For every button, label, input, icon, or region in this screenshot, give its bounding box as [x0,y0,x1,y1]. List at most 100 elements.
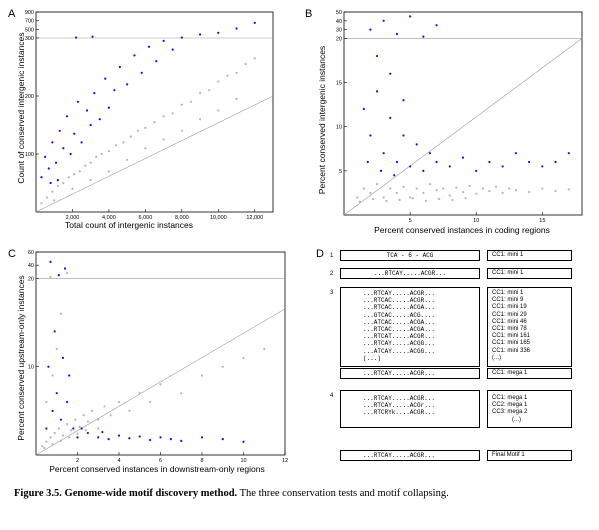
conserved-point-a [75,36,78,39]
y-tick-label-a: 300 [25,36,34,42]
conserved-point-b [435,160,438,164]
figure-caption-text: The three conservation tests and motif c… [237,488,449,499]
diagonal-line-a [35,95,274,213]
background-point-c [200,374,204,377]
background-point-a [217,80,220,83]
conserved-point-c [51,409,54,412]
group-number: 2 [330,271,334,277]
background-point-c [57,427,60,430]
conserved-point-a [51,141,54,144]
x-axis-label-c: Percent conserved instances in downstrea… [49,464,264,474]
background-point-c [61,434,65,437]
panel-letter-c: C [8,248,16,260]
background-point-c [49,275,52,279]
conserved-point-b [554,160,557,164]
background-point-a [84,164,87,167]
background-point-c [82,414,85,417]
background-point-b [382,196,385,199]
background-point-a [180,129,183,132]
motif-row: ...RTCAY.....ACGR... [363,290,436,297]
background-point-c [242,356,245,359]
background-point-b [415,187,418,190]
background-point-b [371,198,375,201]
conserved-point-a [58,129,61,132]
conserved-point-b [395,160,398,164]
conserved-point-b [366,160,369,164]
cluster-label-box: CC1: mini 1 [487,268,572,279]
background-point-a [115,144,118,147]
group-number: 3 [330,290,334,296]
conserved-point-a [107,106,111,109]
conserved-point-a [162,39,165,43]
background-point-b [455,186,458,189]
cluster-label-row: CC1: mini 29 [492,311,527,318]
conserved-point-c [149,438,152,442]
conserved-point-b [382,152,385,155]
background-point-c [51,374,54,377]
background-point-a [144,126,147,129]
conserved-point-a [65,115,69,118]
background-point-a [89,161,92,164]
background-point-b [411,197,414,200]
background-point-c [90,409,94,412]
conserved-point-b [409,165,412,168]
background-point-c [97,418,100,421]
y-axis-label-b: Percent conserved intergenic instances [317,46,327,194]
conserved-point-c [59,418,63,421]
motif-row: ...RTCAY.....ACGr... [363,402,436,410]
figure-caption: Figure 3.5. Genome-wide motif discovery … [14,488,589,499]
motif-box: ...RTCAY.....ACGR... [340,268,480,279]
background-point-a [235,97,238,100]
conserved-point-b [488,160,491,164]
conserved-point-c [53,330,56,333]
motif-row: ...RTCAC.....ACGR... [363,297,436,305]
y-tick-label-a: 200 [25,94,34,100]
y-tick-label-b: 10 [336,125,342,131]
conserved-point-a [69,152,72,156]
y-tick-label-b: 30 [336,28,342,34]
conserved-point-c [169,438,172,441]
cluster-label-row: CC2: mega 1 [492,402,528,409]
background-point-b [395,191,398,195]
cluster-label-row: (...) [492,354,501,361]
background-point-a [253,57,256,60]
y-tick-label-a: 100 [25,152,34,158]
background-point-c [221,365,224,368]
motif-row: ...RTCAC.....ACGA... [363,304,436,312]
motif-row: ...RTCRYk....ACGR... [363,409,436,417]
conserved-point-a [253,21,256,24]
conserved-point-b [541,165,544,168]
motif-row: ...RTCAY.....ACGG... [363,340,436,348]
background-point-a [67,176,70,179]
motif-row: ...RTCAT.....ACGR... [363,333,436,341]
conserved-point-b [375,90,379,93]
conserved-point-c [80,427,83,430]
x-tick-label-c: 12 [282,458,288,464]
y-tick-label-a: 700 [25,19,34,25]
cluster-label-row: CC1: mega 1 [492,395,528,401]
background-point-b [475,192,478,195]
conserved-point-a [44,155,47,158]
cluster-label-row: CC1: mini 161 [492,333,531,340]
background-point-a [198,92,202,95]
background-point-c [41,445,44,448]
background-point-b [528,190,531,194]
cluster-label-row: CC1: mini 46 [492,318,527,325]
background-point-a [95,155,98,158]
cluster-label-row: (...) [512,416,521,423]
conserved-point-c [72,427,75,430]
background-point-a [78,170,81,173]
scatter-plot-c: Percent conserved instances in downstrea… [16,250,288,474]
conserved-point-c [66,400,69,404]
background-point-b [451,198,454,202]
background-point-b [375,182,379,186]
background-point-a [162,138,165,141]
conserved-point-a [147,45,151,48]
plot-frame-a [35,11,274,213]
conserved-point-c [221,438,224,441]
background-point-a [198,118,202,121]
conserved-point-c [76,436,79,439]
background-point-b [422,191,425,195]
background-point-c [70,429,73,432]
conserved-point-a [40,176,43,179]
